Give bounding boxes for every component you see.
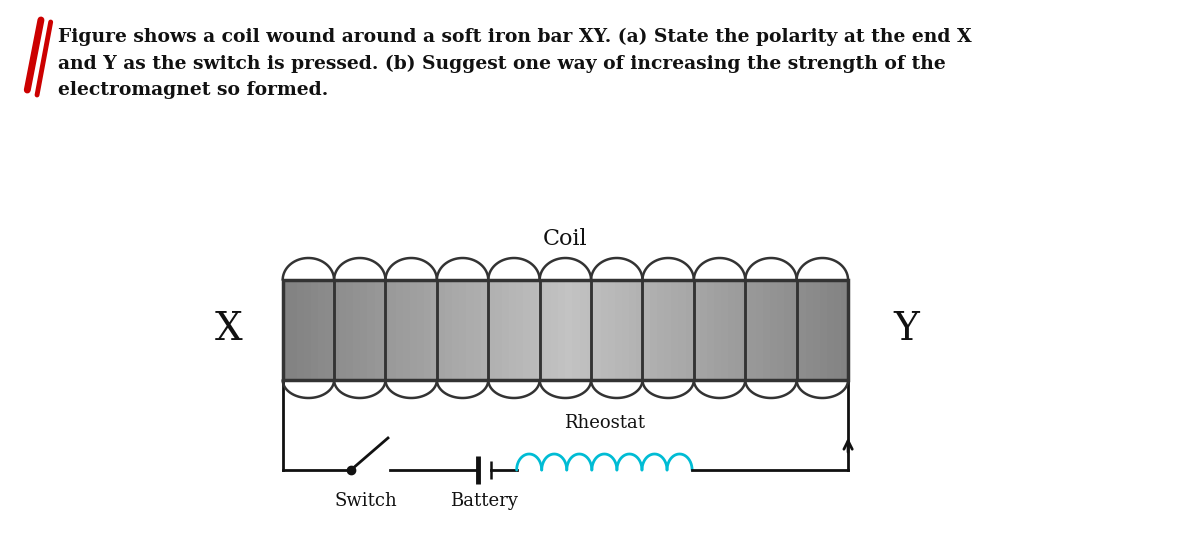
Bar — [544, 280, 552, 380]
Bar — [509, 280, 516, 380]
Bar — [770, 280, 778, 380]
Bar — [467, 280, 474, 380]
Bar — [487, 280, 496, 380]
Bar — [296, 280, 305, 380]
Bar — [530, 280, 538, 380]
Bar — [416, 280, 425, 380]
Bar — [460, 280, 467, 380]
Bar — [614, 280, 623, 380]
Bar — [360, 280, 368, 380]
Bar — [523, 280, 530, 380]
Bar — [700, 280, 707, 380]
Bar — [304, 280, 312, 380]
Bar — [424, 280, 432, 380]
Bar — [622, 280, 630, 380]
Text: X: X — [215, 312, 242, 349]
Text: Y: Y — [894, 312, 919, 349]
Bar — [629, 280, 636, 380]
Bar — [692, 280, 700, 380]
Bar — [763, 280, 770, 380]
Bar — [538, 280, 545, 380]
Bar — [367, 280, 376, 380]
Bar — [650, 280, 658, 380]
Bar — [289, 280, 298, 380]
Text: Switch: Switch — [334, 492, 397, 510]
Bar — [678, 280, 686, 380]
Bar — [572, 280, 580, 380]
Bar — [474, 280, 481, 380]
Bar — [707, 280, 714, 380]
Bar — [587, 280, 594, 380]
Bar — [778, 280, 785, 380]
Bar — [382, 280, 389, 380]
Bar — [798, 280, 806, 380]
Bar — [785, 280, 792, 380]
Bar — [438, 280, 445, 380]
Bar — [283, 280, 290, 380]
Text: Figure shows a coil wound around a soft iron bar XY. (a) State the polarity at t: Figure shows a coil wound around a soft … — [59, 28, 972, 100]
Bar — [742, 280, 750, 380]
Bar — [558, 280, 566, 380]
Bar — [841, 280, 848, 380]
Bar — [580, 280, 587, 380]
Bar — [283, 280, 848, 380]
Bar — [318, 280, 325, 380]
Bar — [658, 280, 665, 380]
Text: Battery: Battery — [450, 492, 518, 510]
Bar — [565, 280, 572, 380]
Bar — [643, 280, 650, 380]
Bar — [607, 280, 616, 380]
Bar — [721, 280, 728, 380]
Bar — [728, 280, 736, 380]
Bar — [516, 280, 523, 380]
Bar — [834, 280, 841, 380]
Bar — [636, 280, 643, 380]
Bar — [594, 280, 601, 380]
Bar — [445, 280, 452, 380]
Bar — [502, 280, 509, 380]
Bar — [452, 280, 460, 380]
Bar — [347, 280, 354, 380]
Bar — [410, 280, 418, 380]
Bar — [389, 280, 396, 380]
Bar — [353, 280, 361, 380]
Bar — [749, 280, 757, 380]
Bar — [431, 280, 439, 380]
Bar — [827, 280, 834, 380]
Bar — [820, 280, 827, 380]
Bar — [665, 280, 672, 380]
Text: Coil: Coil — [544, 228, 588, 250]
Bar — [551, 280, 559, 380]
Bar — [311, 280, 318, 380]
Bar — [685, 280, 694, 380]
Bar — [812, 280, 821, 380]
Bar — [396, 280, 403, 380]
Bar — [374, 280, 382, 380]
Bar — [734, 280, 743, 380]
Bar — [792, 280, 799, 380]
Bar — [805, 280, 814, 380]
Bar — [714, 280, 721, 380]
Bar — [756, 280, 763, 380]
Bar — [332, 280, 340, 380]
Bar — [403, 280, 410, 380]
Bar — [601, 280, 608, 380]
Bar — [340, 280, 347, 380]
Bar — [671, 280, 679, 380]
Bar — [325, 280, 332, 380]
Bar — [494, 280, 503, 380]
Text: Rheostat: Rheostat — [564, 414, 644, 432]
Bar — [480, 280, 488, 380]
